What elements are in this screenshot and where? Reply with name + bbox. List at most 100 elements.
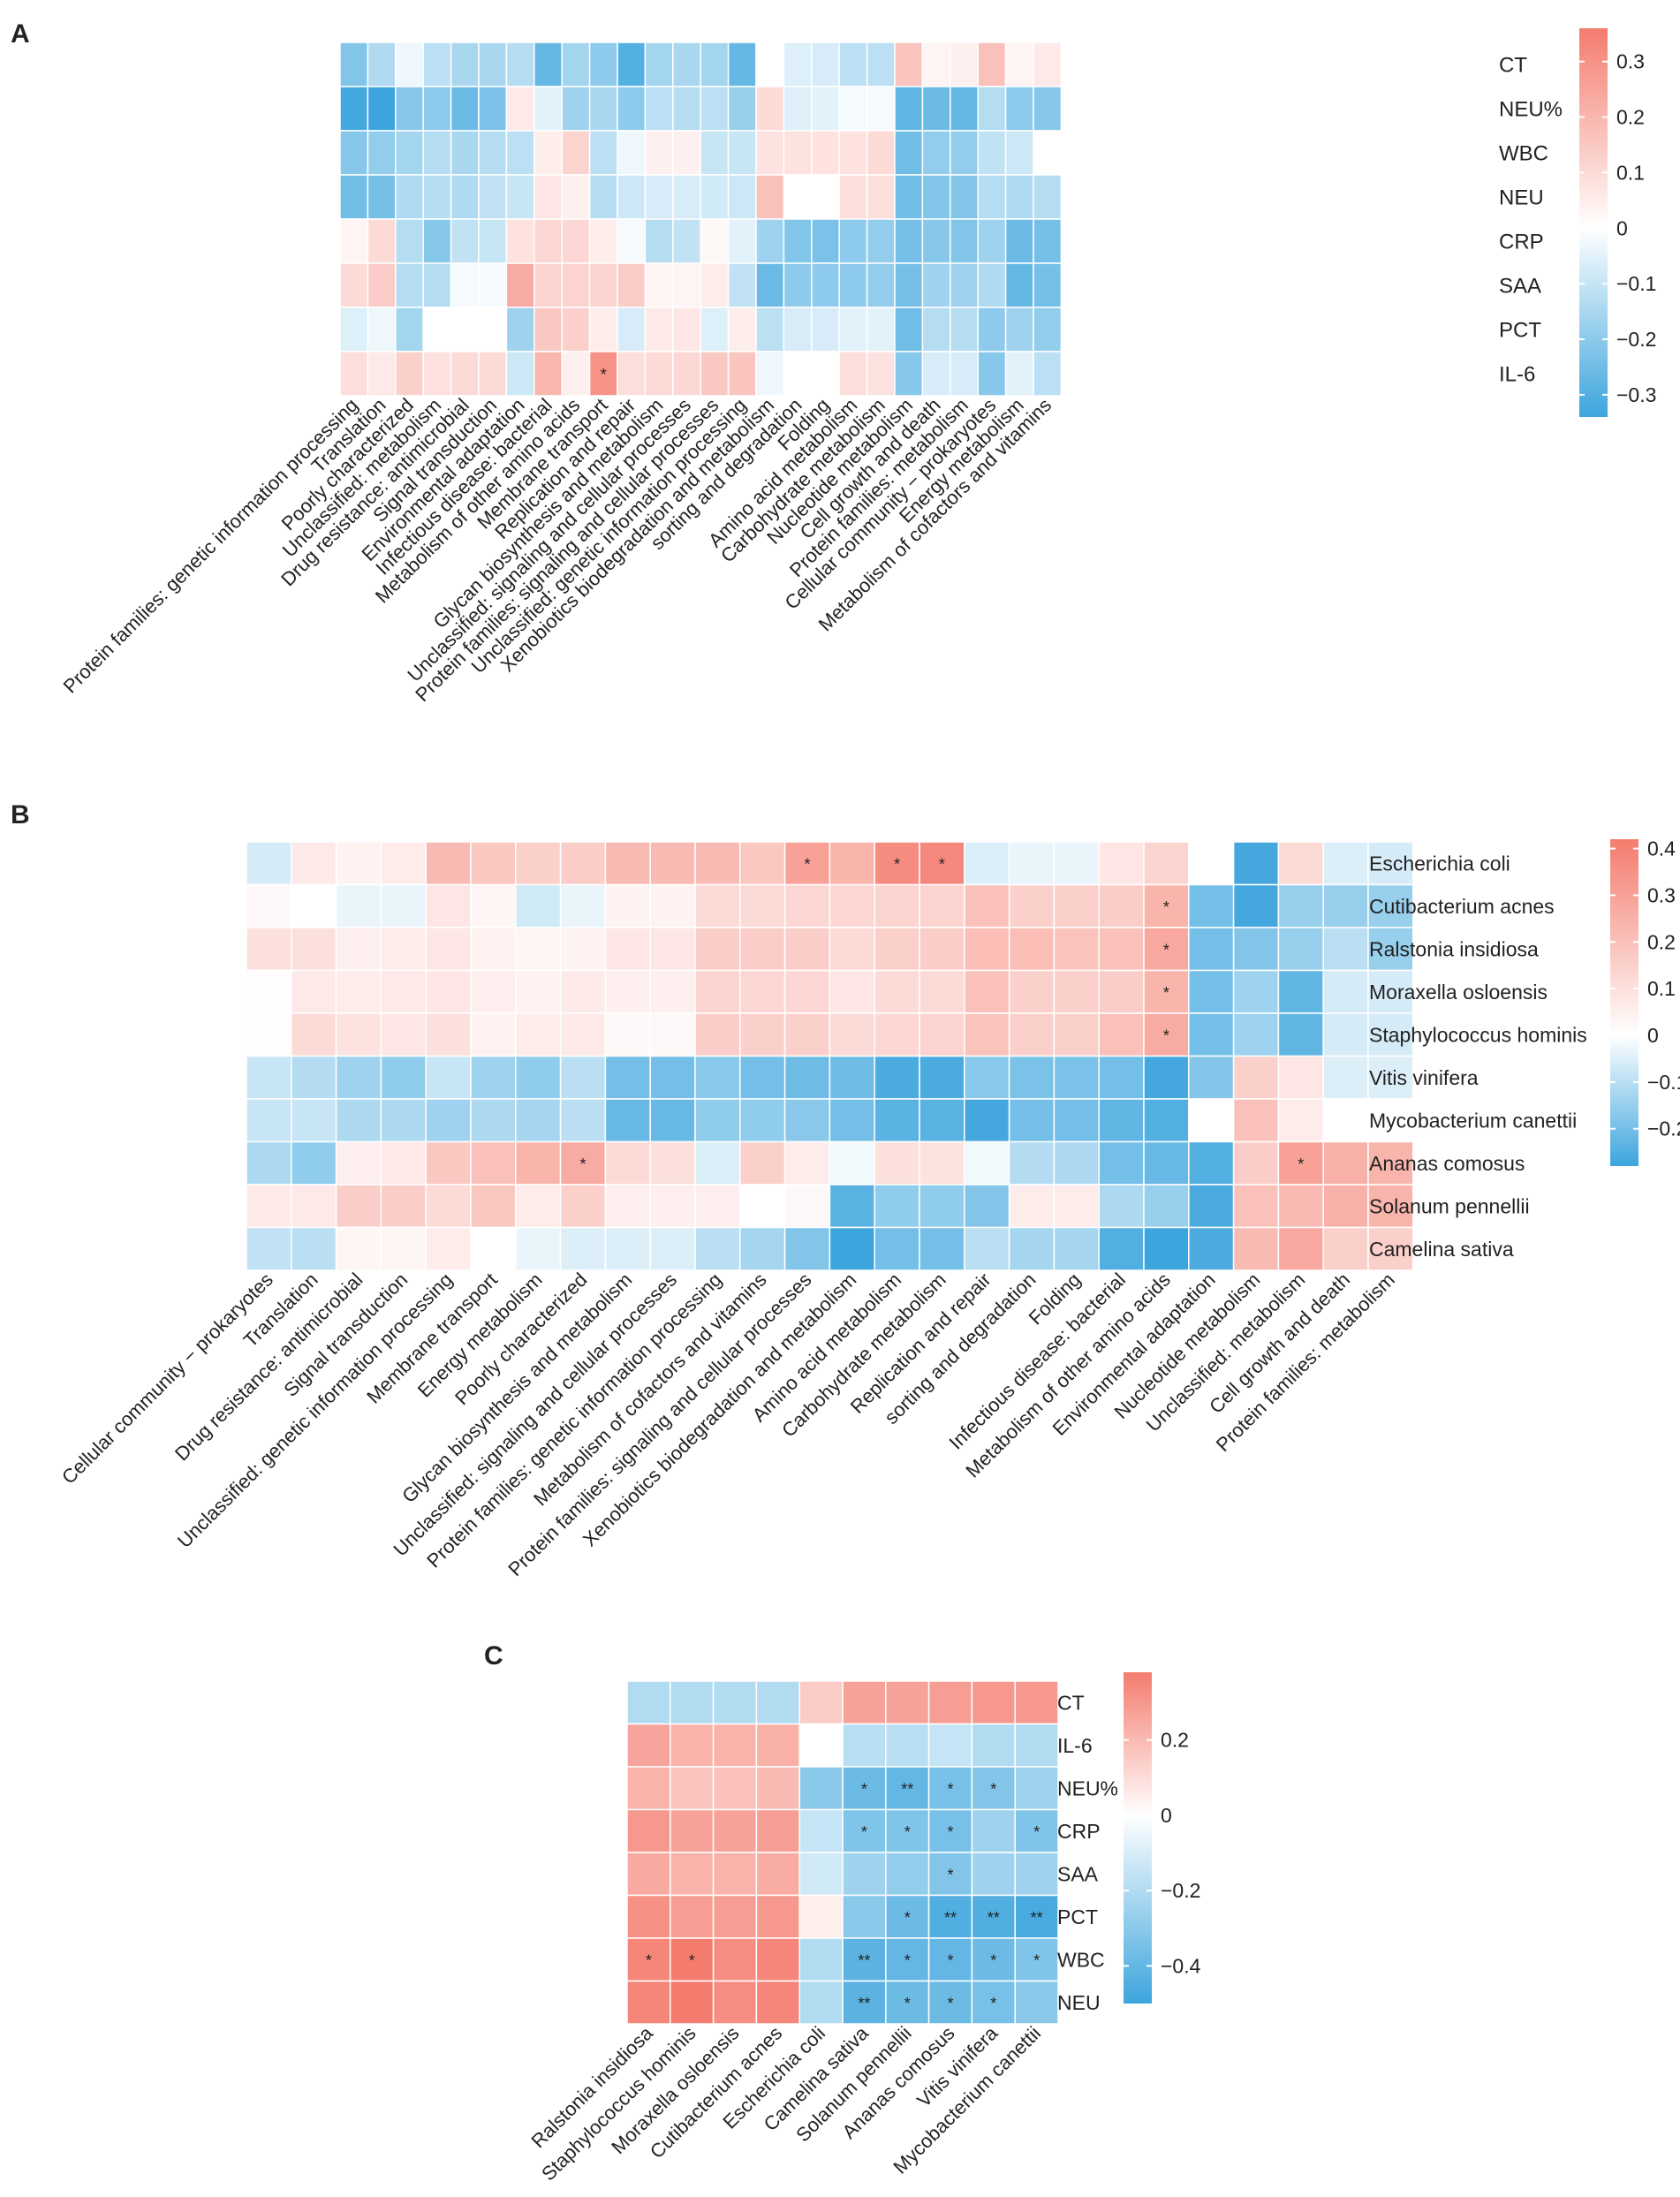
heatmap-cell bbox=[672, 262, 701, 308]
heatmap-cell bbox=[626, 1852, 671, 1897]
panel-c-label: C bbox=[484, 1641, 503, 1670]
heatmap-cell bbox=[811, 218, 840, 264]
heatmap-cell bbox=[1098, 883, 1145, 928]
significance-mark: * bbox=[904, 1995, 911, 2012]
heatmap-cell bbox=[515, 927, 562, 972]
heatmap-cell bbox=[291, 1098, 337, 1143]
significance-mark: ** bbox=[944, 1909, 957, 1927]
heatmap-cell bbox=[964, 1140, 1010, 1186]
heatmap-cell bbox=[291, 927, 337, 972]
heatmap-cell bbox=[783, 262, 813, 308]
heatmap-cell bbox=[1014, 1808, 1059, 1853]
heatmap-cell bbox=[694, 1226, 741, 1271]
heatmap-cell bbox=[1008, 1184, 1056, 1229]
significance-mark: * bbox=[1163, 984, 1169, 1002]
heatmap-cell bbox=[866, 351, 896, 397]
significance-mark: ** bbox=[1031, 1909, 1043, 1927]
row-label: IL-6 bbox=[1499, 363, 1535, 387]
heatmap-cell bbox=[515, 1226, 562, 1271]
legend-tick-label: −0.2 bbox=[1616, 328, 1656, 351]
heatmap-cell bbox=[470, 1012, 517, 1057]
heatmap-cell bbox=[626, 1980, 671, 2025]
heatmap-cell bbox=[755, 1808, 800, 1853]
heatmap-cell bbox=[894, 42, 924, 87]
heatmap-cell bbox=[1033, 218, 1063, 264]
row-label: IL-6 bbox=[1057, 1734, 1093, 1757]
heatmap-cell bbox=[927, 1808, 973, 1853]
heatmap-cell bbox=[1277, 841, 1324, 886]
heatmap-cell bbox=[842, 1808, 887, 1853]
heatmap-cell bbox=[561, 130, 591, 176]
heatmap-cell bbox=[626, 1723, 671, 1768]
heatmap-cell bbox=[885, 1808, 930, 1853]
heatmap-cell bbox=[561, 307, 591, 352]
heatmap-cell bbox=[604, 841, 651, 886]
significance-mark: * bbox=[1163, 941, 1169, 958]
heatmap-cell bbox=[1098, 969, 1145, 1014]
heatmap-cell bbox=[672, 307, 701, 352]
heatmap-cell bbox=[649, 883, 696, 928]
heatmap-cell bbox=[798, 1808, 844, 1853]
heatmap-cell bbox=[380, 1055, 427, 1100]
heatmap-cell bbox=[1004, 86, 1034, 132]
heatmap-cell bbox=[977, 218, 1007, 264]
heatmap-cell bbox=[380, 1012, 427, 1057]
heatmap-cell bbox=[739, 1012, 786, 1057]
heatmap-cell bbox=[1033, 262, 1063, 308]
heatmap-cell bbox=[1188, 1012, 1235, 1057]
significance-mark: * bbox=[601, 366, 607, 383]
heatmap-cell bbox=[588, 262, 618, 308]
heatmap-cell bbox=[561, 351, 591, 397]
heatmap-cell bbox=[626, 1680, 671, 1725]
significance-mark: * bbox=[947, 1780, 953, 1798]
heatmap-cell bbox=[1143, 883, 1190, 928]
row-label: WBC bbox=[1499, 142, 1548, 166]
heatmap-cell bbox=[644, 130, 674, 176]
heatmap-cell bbox=[670, 1852, 715, 1897]
heatmap-cell bbox=[894, 307, 924, 352]
heatmap-cell bbox=[894, 218, 924, 264]
heatmap-cell bbox=[604, 969, 651, 1014]
heatmap-cell bbox=[1008, 1098, 1056, 1143]
heatmap-cell bbox=[842, 1680, 887, 1725]
heatmap-cell bbox=[874, 841, 920, 886]
heatmap-cell bbox=[670, 1894, 715, 1939]
heatmap-cell bbox=[1232, 927, 1280, 972]
heatmap-cell bbox=[866, 218, 896, 264]
heatmap-cell bbox=[1033, 86, 1063, 132]
heatmap-cell bbox=[977, 174, 1007, 220]
heatmap-cell bbox=[649, 969, 696, 1014]
row-label: PCT bbox=[1499, 319, 1541, 343]
heatmap-cell bbox=[950, 174, 979, 220]
heatmap-cell bbox=[919, 1184, 965, 1229]
row-label: Solanum pennellii bbox=[1369, 1195, 1530, 1218]
heatmap-cell bbox=[339, 262, 369, 308]
heatmap-cell bbox=[971, 1808, 1016, 1853]
heatmap-cell bbox=[515, 1184, 562, 1229]
heatmap-cell bbox=[367, 351, 397, 397]
heatmap-cell bbox=[395, 130, 424, 176]
heatmap-cell bbox=[335, 969, 382, 1014]
heatmap-cell bbox=[291, 841, 337, 886]
heatmap-cell bbox=[798, 1894, 844, 1939]
heatmap-cell bbox=[380, 969, 427, 1014]
heatmap-cell bbox=[588, 42, 618, 87]
heatmap-cell bbox=[783, 174, 813, 220]
heatmap-cell bbox=[727, 307, 757, 352]
color-legend: 0.4 0.3 0.2 0.1 0 −0.1 −0.2 bbox=[1610, 837, 1680, 1166]
heatmap-cell bbox=[694, 1055, 741, 1100]
heatmap-cell bbox=[644, 174, 674, 220]
heatmap-cell bbox=[478, 130, 508, 176]
heatmap-cell bbox=[450, 307, 480, 352]
heatmap-cell bbox=[672, 86, 701, 132]
heatmap-cell bbox=[246, 841, 292, 886]
heatmap-cell bbox=[755, 307, 785, 352]
heatmap-cell bbox=[694, 1140, 741, 1186]
legend-tick-label: 0.2 bbox=[1161, 1729, 1189, 1752]
row-label: Cutibacterium acnes bbox=[1369, 895, 1555, 918]
heatmap-cell bbox=[559, 1098, 607, 1143]
heatmap-cell bbox=[505, 42, 535, 87]
significance-mark: * bbox=[861, 1780, 867, 1798]
heatmap-cell bbox=[798, 1723, 844, 1768]
heatmap-cell bbox=[712, 1723, 758, 1768]
